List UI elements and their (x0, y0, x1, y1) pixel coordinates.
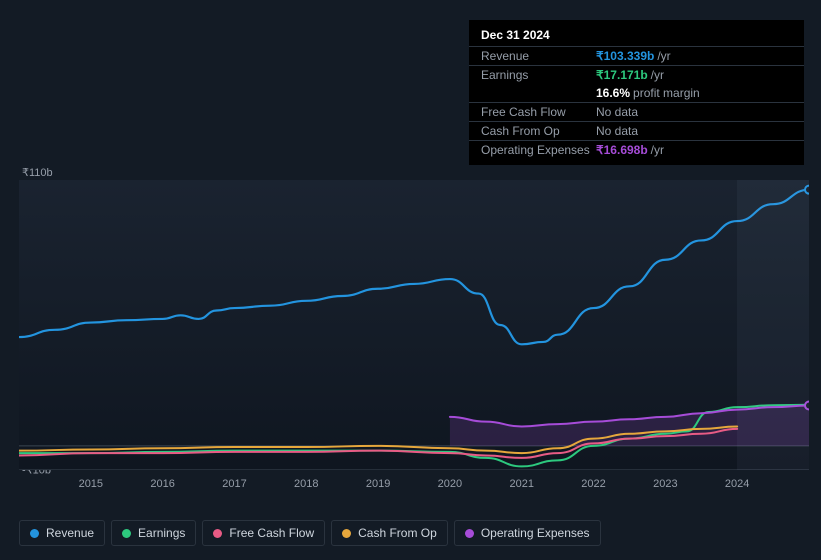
legend-label: Cash From Op (358, 526, 437, 540)
tooltip-metric-label: Cash From Op (481, 124, 596, 138)
x-axis-label: 2015 (79, 478, 103, 490)
tooltip-metric-label: Free Cash Flow (481, 105, 596, 119)
tooltip-metric-value: No data (596, 105, 792, 119)
legend-label: Operating Expenses (481, 526, 590, 540)
legend-item[interactable]: Free Cash Flow (202, 520, 325, 546)
legend-item[interactable]: Revenue (19, 520, 105, 546)
x-axis-label: 2019 (366, 478, 390, 490)
tooltip-metric-value: ₹16.698b/yr (596, 143, 792, 157)
legend-swatch (213, 529, 222, 538)
x-axis-label: 2023 (653, 478, 677, 490)
tooltip-metric-label: Operating Expenses (481, 143, 596, 157)
x-axis-label: 2022 (581, 478, 605, 490)
plot-area (19, 180, 809, 470)
legend-swatch (122, 529, 131, 538)
x-axis-label: 2018 (294, 478, 318, 490)
x-axis-label: 2020 (438, 478, 462, 490)
tooltip-row: 16.6%profit margin (469, 84, 804, 102)
x-axis-label: 2021 (509, 478, 533, 490)
x-axis-labels: 2015 2016 2017 2018 2019 2020 2021 2022 2023 2024 (19, 478, 809, 494)
tooltip-metric-value: ₹103.339b/yr (596, 49, 792, 63)
tooltip-metric-value: No data (596, 124, 792, 138)
tooltip-metric-value: ₹17.171b/yr (596, 68, 792, 82)
tooltip-metric-value: 16.6%profit margin (596, 86, 792, 100)
legend-item[interactable]: Cash From Op (331, 520, 448, 546)
legend-item[interactable]: Operating Expenses (454, 520, 601, 546)
legend-item[interactable]: Earnings (111, 520, 196, 546)
tooltip-row: Earnings₹17.171b/yr (469, 65, 804, 84)
legend-label: Earnings (138, 526, 185, 540)
tooltip-row: Revenue₹103.339b/yr (469, 46, 804, 65)
tooltip-row: Free Cash FlowNo data (469, 102, 804, 121)
tooltip-row: Cash From OpNo data (469, 121, 804, 140)
legend-swatch (30, 529, 39, 538)
x-axis-label: 2016 (150, 478, 174, 490)
tooltip-metric-label: Revenue (481, 49, 596, 63)
legend-label: Free Cash Flow (229, 526, 314, 540)
x-axis-label: 2024 (725, 478, 749, 490)
x-axis-label: 2017 (222, 478, 246, 490)
tooltip-row: Operating Expenses₹16.698b/yr (469, 140, 804, 159)
chart-svg (19, 180, 809, 470)
tooltip-metric-label (481, 86, 596, 100)
tooltip-metric-label: Earnings (481, 68, 596, 82)
legend-swatch (465, 529, 474, 538)
chart-tooltip: Dec 31 2024 Revenue₹103.339b/yrEarnings₹… (469, 20, 804, 165)
tooltip-rows: Revenue₹103.339b/yrEarnings₹17.171b/yr16… (469, 46, 804, 159)
chart-legend: Revenue Earnings Free Cash Flow Cash From O… (19, 520, 601, 546)
legend-label: Revenue (46, 526, 94, 540)
y-axis-label: ₹110b (22, 166, 53, 179)
financials-chart: Dec 31 2024 Revenue₹103.339b/yrEarnings₹… (0, 0, 821, 560)
legend-swatch (342, 529, 351, 538)
tooltip-date: Dec 31 2024 (469, 26, 804, 46)
